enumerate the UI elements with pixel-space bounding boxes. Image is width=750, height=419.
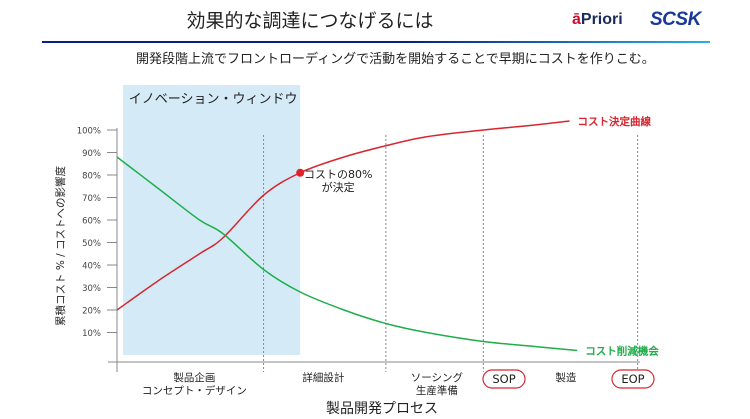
scsk-logo: SCSK [650,9,701,30]
annotation-text: が決定 [322,180,355,194]
y-tick-label: 70% [82,194,101,204]
cost-determination-curve [116,120,570,311]
phase-milestone-label: SOP [492,372,515,386]
phase-label: コンセプト・デザイン [142,384,247,397]
y-tick-label: 100% [77,127,101,137]
annotation-text: コストの80% [304,168,372,181]
y-tick-label: 60% [82,217,101,227]
phase-label: 詳細設計 [302,371,344,384]
x-axis-label: 製品開発プロセス [326,401,438,417]
phase-milestone-label: EOP [621,372,644,386]
cost-80-percent-marker [296,168,305,177]
phase-label: 生産準備 [416,384,458,397]
y-tick-label: 90% [82,149,101,159]
y-tick-label: 80% [82,172,101,182]
apriori-logo: āPriori [572,11,623,29]
innovation-window-label: イノベーション・ウィンドウ [129,92,298,107]
page-title: 効果的な調達につなげるには [186,10,434,32]
phase-label: ソーシング [411,371,464,384]
y-tick-label: 50% [82,239,101,249]
y-tick-label: 40% [82,262,101,272]
header-divider [42,41,710,43]
page-subtitle: 開発段階上流でフロントローディングで活動を開始することで早期にコストを作りこむ。 [136,52,655,67]
y-tick-label: 20% [82,307,101,317]
phase-label: 製造 [555,371,576,384]
apriori-logo-accent: ā [572,11,581,28]
cost-reduction-opportunity-curve-legend-label: コスト削減機会 [585,345,659,358]
y-axis-label: 累積コスト % / コストへの影響度 [54,165,67,326]
apriori-logo-text: Priori [580,11,623,28]
innovation-window-region [123,85,301,355]
phase-milestone-box [611,369,655,389]
phase-label: 製品企画 [173,371,215,384]
phase-milestone-box [482,369,526,389]
y-tick-label: 10% [82,329,101,339]
cost-determination-curve-legend-label: コスト決定曲線 [578,115,652,128]
y-tick-label: 30% [82,284,101,294]
cost-reduction-opportunity-curve [116,156,578,352]
